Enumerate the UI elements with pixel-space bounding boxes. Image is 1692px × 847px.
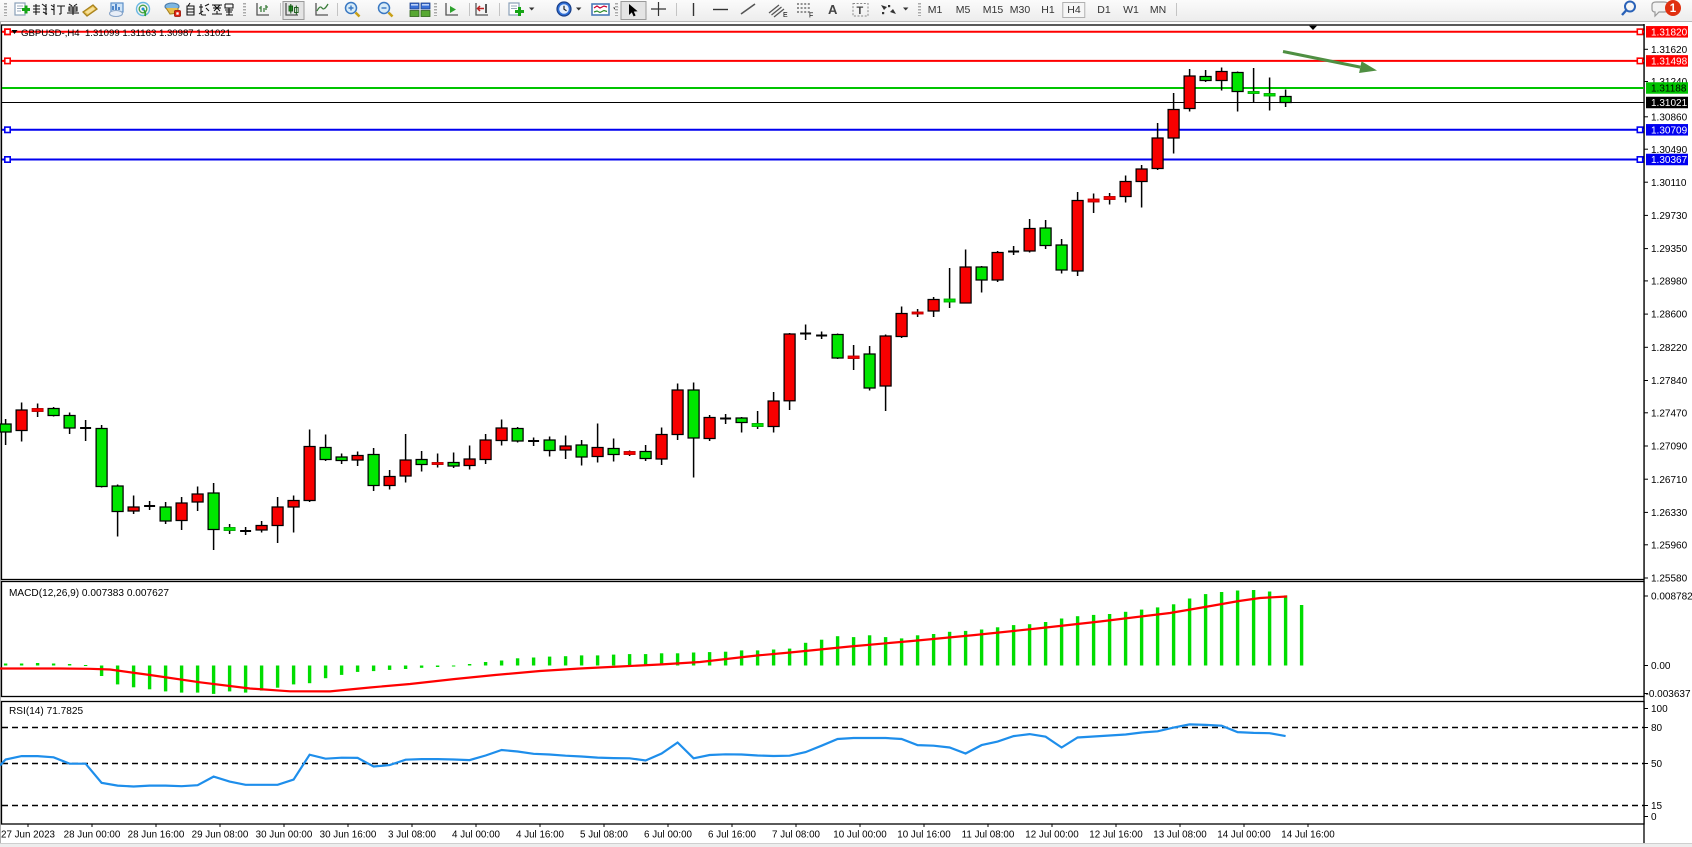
svg-text:1.27470: 1.27470	[1651, 408, 1688, 419]
svg-text:3 Jul 08:00: 3 Jul 08:00	[388, 830, 436, 841]
svg-text:F: F	[809, 13, 813, 20]
svg-text:1.29730: 1.29730	[1651, 211, 1688, 222]
svg-text:4 Jul 16:00: 4 Jul 16:00	[516, 830, 564, 841]
svg-text:28 Jun 16:00: 28 Jun 16:00	[128, 830, 185, 841]
svg-text:10 Jul 00:00: 10 Jul 00:00	[833, 830, 887, 841]
svg-text:1.26330: 1.26330	[1651, 508, 1688, 519]
svg-text:29 Jun 08:00: 29 Jun 08:00	[192, 830, 249, 841]
svg-text:14 Jul 00:00: 14 Jul 00:00	[1217, 830, 1271, 841]
svg-text:15: 15	[1651, 801, 1663, 812]
svg-text:1.28220: 1.28220	[1651, 343, 1688, 354]
svg-text:GBPUSD-,H4 1.31099 1.31163 1.: GBPUSD-,H4 1.31099 1.31163 1.30987 1.310…	[21, 28, 231, 39]
svg-text:30 Jun 16:00: 30 Jun 16:00	[320, 830, 377, 841]
svg-text:6 Jul 00:00: 6 Jul 00:00	[644, 830, 692, 841]
svg-text:1.26710: 1.26710	[1651, 475, 1688, 486]
svg-text:1.31620: 1.31620	[1651, 45, 1688, 56]
svg-text:MACD(12,26,9) 0.007383 0.00762: MACD(12,26,9) 0.007383 0.007627	[9, 588, 169, 599]
svg-text:1.25580: 1.25580	[1651, 574, 1688, 585]
svg-text:1.30860: 1.30860	[1651, 112, 1688, 123]
svg-text:6 Jul 16:00: 6 Jul 16:00	[708, 830, 756, 841]
svg-text:27 Jun 2023: 27 Jun 2023	[1, 830, 55, 841]
svg-text:1.30367: 1.30367	[1651, 155, 1688, 166]
svg-text:E: E	[783, 12, 788, 19]
svg-text:0: 0	[1651, 812, 1657, 823]
svg-text:1.31498: 1.31498	[1651, 57, 1688, 68]
svg-text:80: 80	[1651, 723, 1663, 734]
svg-text:100: 100	[1651, 704, 1668, 715]
svg-text:0.008782: 0.008782	[1651, 592, 1692, 603]
svg-text:7 Jul 08:00: 7 Jul 08:00	[772, 830, 820, 841]
svg-text:-0.003637: -0.003637	[1646, 689, 1691, 700]
svg-text:A: A	[828, 2, 838, 17]
svg-text:1.31820: 1.31820	[1651, 27, 1688, 38]
svg-text:4 Jul 00:00: 4 Jul 00:00	[452, 830, 500, 841]
svg-text:1.27090: 1.27090	[1651, 442, 1688, 453]
svg-text:1.28980: 1.28980	[1651, 277, 1688, 288]
svg-text:RSI(14) 71.7825: RSI(14) 71.7825	[9, 706, 83, 717]
svg-text:50: 50	[1651, 759, 1663, 770]
svg-text:1.30709: 1.30709	[1651, 125, 1688, 136]
svg-text:T: T	[857, 5, 864, 17]
svg-text:14 Jul 16:00: 14 Jul 16:00	[1281, 830, 1335, 841]
svg-text:28 Jun 00:00: 28 Jun 00:00	[64, 830, 121, 841]
svg-text:1.31188: 1.31188	[1651, 84, 1687, 95]
svg-text:12 Jul 16:00: 12 Jul 16:00	[1089, 830, 1143, 841]
svg-text:1.25960: 1.25960	[1651, 540, 1688, 551]
svg-text:13 Jul 08:00: 13 Jul 08:00	[1153, 830, 1207, 841]
svg-text:1: 1	[1670, 3, 1677, 15]
svg-text:1.30490: 1.30490	[1651, 145, 1688, 156]
svg-text:1.28600: 1.28600	[1651, 310, 1688, 321]
svg-text:12 Jul 00:00: 12 Jul 00:00	[1025, 830, 1079, 841]
svg-text:30 Jun 00:00: 30 Jun 00:00	[256, 830, 313, 841]
svg-text:11 Jul 08:00: 11 Jul 08:00	[962, 830, 1015, 841]
svg-text:1.31021: 1.31021	[1651, 98, 1688, 109]
svg-text:5 Jul 08:00: 5 Jul 08:00	[580, 830, 628, 841]
svg-text:1.30110: 1.30110	[1651, 178, 1687, 189]
svg-text:10 Jul 16:00: 10 Jul 16:00	[897, 830, 951, 841]
svg-text:1.29350: 1.29350	[1651, 244, 1688, 255]
svg-text:0.00: 0.00	[1651, 661, 1671, 672]
svg-text:1.27840: 1.27840	[1651, 376, 1688, 387]
